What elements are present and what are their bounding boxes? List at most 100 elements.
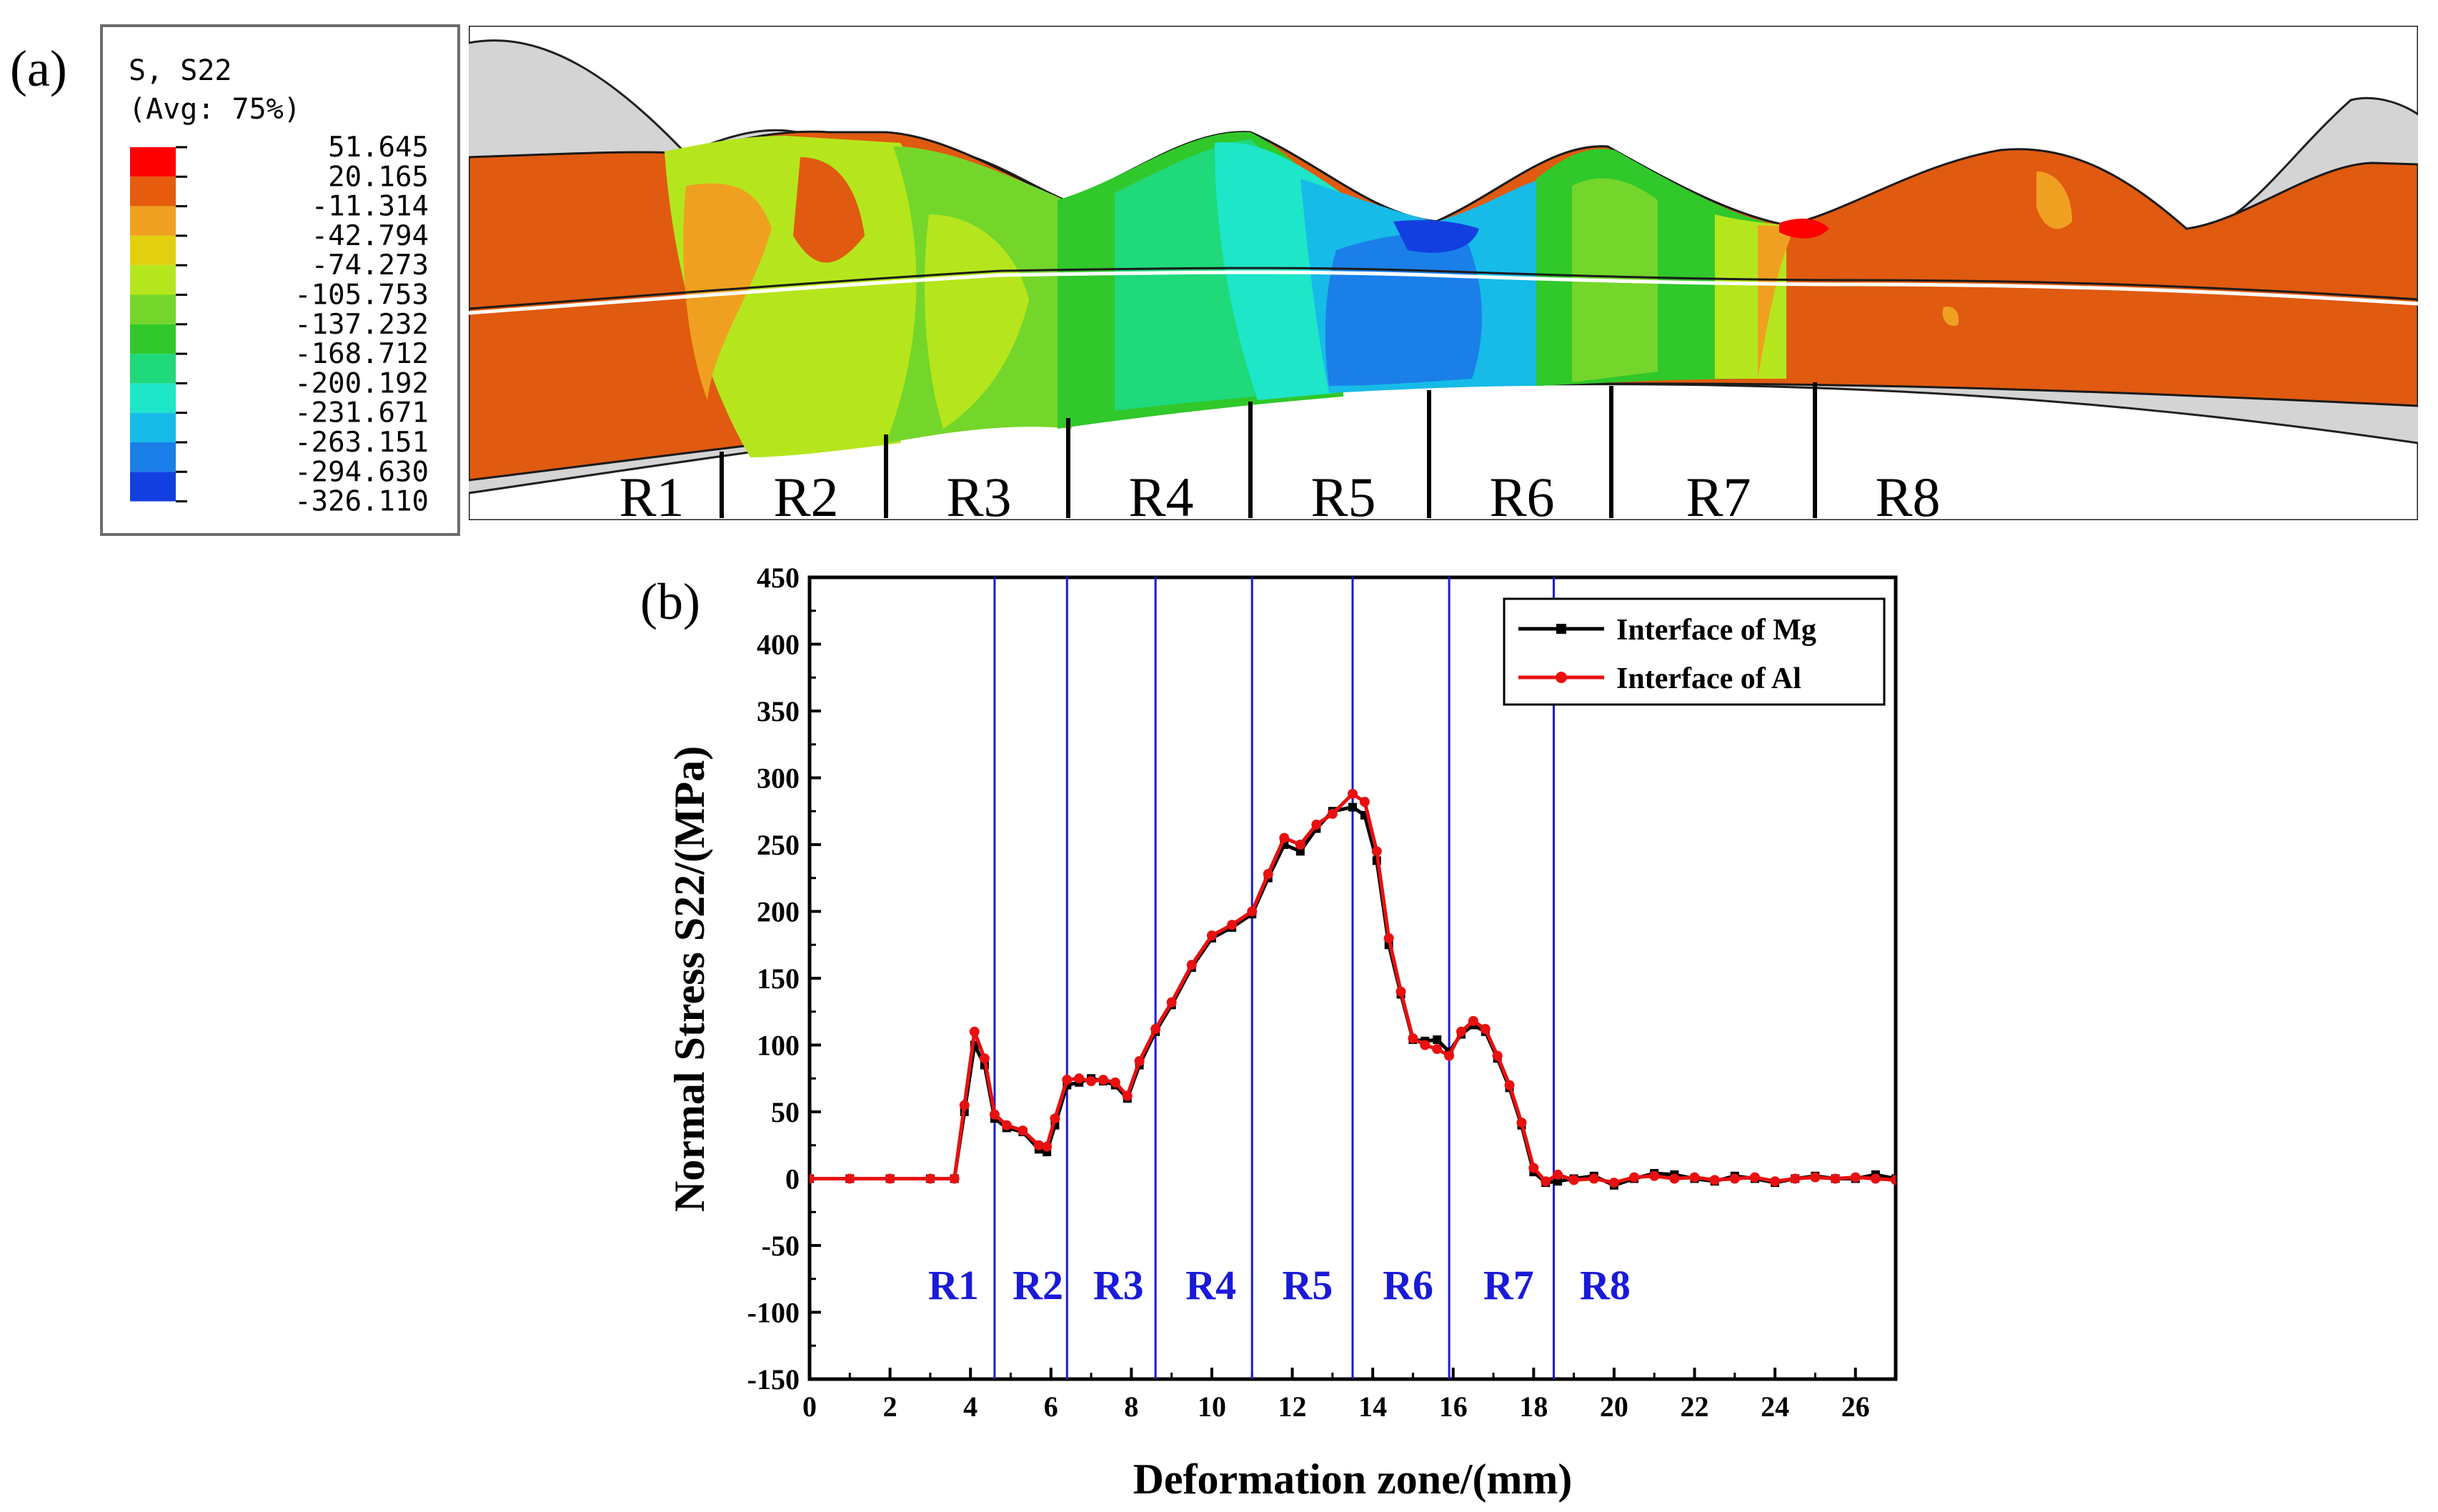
data-point	[949, 1173, 960, 1184]
region-label: R4	[1185, 1262, 1236, 1308]
data-point	[1279, 832, 1290, 843]
zone-label: R5	[1310, 466, 1375, 528]
data-point	[925, 1173, 935, 1184]
legend-swatches	[130, 146, 187, 503]
data-point	[1749, 1172, 1760, 1183]
x-axis-ticks: 0 2 4 6 8 10 12 14 16 18 20 22 24 26	[802, 1368, 1870, 1423]
legend-value: 20.165	[328, 161, 429, 193]
data-point	[1891, 1175, 1896, 1185]
data-point	[885, 1173, 895, 1184]
y-tick-label: 450	[757, 562, 800, 594]
region-label: R1	[928, 1262, 979, 1308]
data-point	[1186, 960, 1197, 970]
legend-swatch	[130, 176, 176, 207]
data-point	[1227, 920, 1238, 930]
data-point	[1553, 1169, 1563, 1180]
legend-swatch	[130, 442, 176, 472]
data-point	[1110, 1077, 1120, 1088]
data-point	[1420, 1040, 1431, 1050]
data-point	[1528, 1163, 1539, 1173]
legend-al-label: Interface of Al	[1616, 662, 1801, 695]
x-tick-label: 0	[802, 1391, 817, 1423]
region-label: R3	[1093, 1262, 1144, 1308]
zone-label: R1	[619, 466, 684, 528]
data-point	[1850, 1172, 1861, 1183]
legend-value: -42.794	[312, 220, 429, 252]
data-point	[1629, 1172, 1640, 1183]
legend-al-marker	[1556, 672, 1567, 683]
x-tick-label: 18	[1519, 1391, 1548, 1423]
region-labels: R1 R2 R3 R4 R5 R6 R7 R8	[928, 1262, 1631, 1308]
data-point	[1327, 808, 1338, 819]
region-label: R8	[1580, 1262, 1631, 1308]
legend-value: -294.630	[294, 456, 429, 488]
x-tick-label: 26	[1841, 1391, 1870, 1423]
zone-label: R8	[1875, 466, 1940, 528]
data-point	[1295, 847, 1305, 856]
data-point	[1444, 1050, 1455, 1061]
data-point	[1371, 846, 1382, 857]
legend-swatch	[130, 235, 176, 266]
stress-contours	[665, 131, 2072, 457]
data-point	[1810, 1172, 1821, 1183]
data-point	[1348, 802, 1357, 812]
legend-swatch	[130, 383, 176, 413]
region-label: R5	[1282, 1262, 1333, 1308]
y-axis-ticks: -150 -100 -50 0 50 100 150 200 250 300 350 400 450	[747, 562, 821, 1396]
zone-separators	[720, 382, 1817, 518]
data-point	[1042, 1141, 1053, 1152]
legend-title: S, S22	[129, 54, 232, 87]
data-point	[1134, 1055, 1145, 1066]
legend-swatch	[130, 472, 176, 502]
x-tick-label: 6	[1044, 1391, 1058, 1423]
data-point	[1150, 1024, 1161, 1035]
y-tick-label: 200	[757, 896, 800, 928]
x-tick-label: 14	[1358, 1391, 1387, 1423]
data-point	[969, 1026, 980, 1037]
x-tick-label: 20	[1600, 1391, 1628, 1423]
y-axis-title: Normal Stress S22/(MPa)	[666, 746, 713, 1212]
data-point	[1649, 1170, 1660, 1181]
data-point	[1588, 1173, 1599, 1184]
data-point	[1492, 1050, 1503, 1061]
data-point	[1689, 1172, 1700, 1183]
y-tick-label: 300	[757, 762, 800, 795]
x-tick-label: 12	[1278, 1391, 1307, 1423]
data-point	[1359, 797, 1370, 807]
y-tick-label: 100	[757, 1030, 800, 1062]
x-axis-title: Deformation zone/(mm)	[1133, 1456, 1573, 1503]
region-label: R2	[1012, 1262, 1063, 1308]
data-point	[1086, 1075, 1097, 1086]
y-tick-label: 400	[757, 629, 800, 661]
legend-value: -137.232	[294, 309, 429, 341]
data-point	[1830, 1173, 1841, 1184]
data-point	[1311, 819, 1322, 830]
x-tick-label: 10	[1198, 1391, 1226, 1423]
legend-swatch	[130, 147, 176, 177]
legend-values: 51.64520.165-11.314-42.794-74.273-105.75…	[294, 131, 429, 518]
legend-value: -200.192	[294, 367, 429, 399]
zone-label: R3	[946, 466, 1011, 528]
data-point	[1018, 1125, 1028, 1136]
y-tick-label: 250	[757, 829, 800, 861]
fe-contour-plot: R1 R2 R3 R4 R5 R6 R7 R8	[469, 26, 2418, 528]
legend-value: -168.712	[294, 338, 429, 370]
legend-value: -231.671	[294, 397, 429, 429]
data-point	[1408, 1033, 1418, 1044]
data-point	[1770, 1176, 1781, 1187]
data-point	[1729, 1173, 1740, 1184]
data-point	[1295, 840, 1305, 850]
region-boundaries	[993, 577, 1555, 1379]
y-tick-label: 50	[771, 1096, 800, 1128]
legend-value: -74.273	[312, 249, 429, 282]
region-label: R7	[1483, 1262, 1534, 1308]
data-point	[1468, 1015, 1478, 1026]
data-point	[1166, 997, 1177, 1008]
data-point	[989, 1109, 1000, 1120]
data-point	[1122, 1090, 1133, 1101]
contour-legend: S, S22 (Avg: 75%) 51.64520.165-11.314-42…	[100, 24, 460, 536]
zone-label: R6	[1489, 466, 1554, 528]
legend-value: -263.151	[294, 427, 429, 459]
x-tick-label: 22	[1681, 1391, 1709, 1423]
